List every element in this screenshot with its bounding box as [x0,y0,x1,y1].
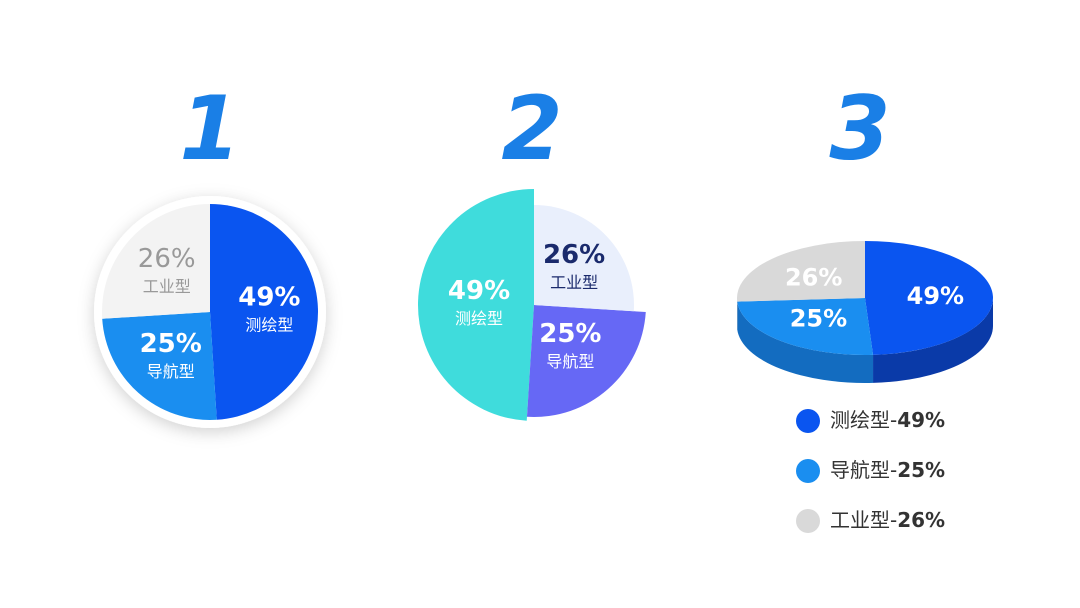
slice [102,204,210,319]
legend-category: 工业型 [830,508,890,532]
legend-entry: 测绘型-49% [830,408,945,432]
category-label: 导航型 [147,362,195,381]
value-label: 25% [539,319,601,349]
legend-entry: 导航型-25% [830,458,945,482]
legend-swatch [796,409,820,433]
slice [526,305,646,417]
slice [865,241,993,355]
legend-swatch [796,459,820,483]
category-label: 工业型 [143,277,191,296]
value-label: 25% [790,304,847,332]
slice [737,298,874,355]
value-label: 26% [785,263,842,291]
slice [102,312,217,420]
category-label: 测绘型 [455,309,503,328]
slice [534,205,634,312]
slice [418,189,534,421]
slice [736,241,865,302]
legend-value: 26% [897,508,945,532]
chart-number: 2 [501,77,562,180]
value-label: 26% [543,240,605,270]
legend-value: 49% [897,408,945,432]
value-label: 26% [138,244,196,274]
value-label: 49% [238,283,300,313]
legend-separator: - [890,458,897,482]
legend-category: 测绘型 [830,408,890,432]
legend-value: 25% [897,458,945,482]
category-label: 导航型 [546,352,594,371]
legend-swatch [796,509,820,533]
chart-number: 1 [179,77,240,180]
value-label: 49% [907,282,964,310]
slice-side [737,301,874,383]
slice-side [873,298,993,383]
legend-separator: - [890,408,897,432]
category-label: 测绘型 [245,316,293,335]
legend-separator: - [890,508,897,532]
value-label: 49% [448,276,510,306]
legend-entry: 工业型-26% [830,508,945,532]
value-label: 25% [140,329,202,359]
legend-category: 导航型 [830,458,890,482]
category-label: 工业型 [550,273,598,292]
chart-number: 3 [829,77,890,180]
slice [210,204,318,420]
